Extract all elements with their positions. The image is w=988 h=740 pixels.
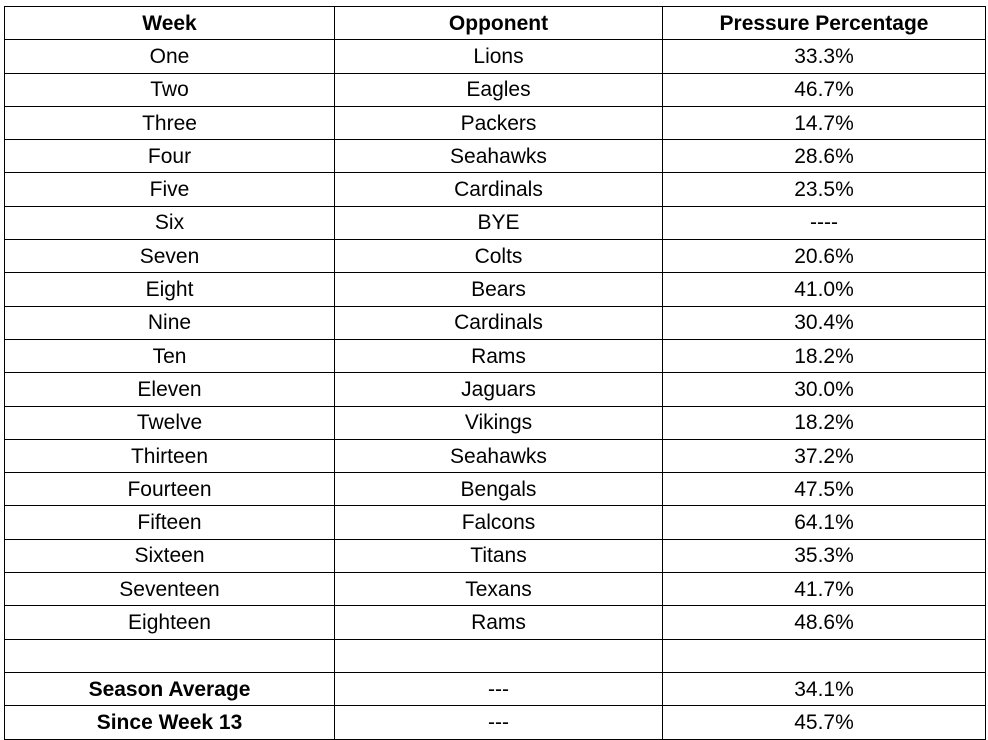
opponent-cell: Packers — [334, 105, 663, 141]
week-cell: Fourteen — [4, 472, 335, 507]
summary-label-cell: Since Week 13 — [4, 705, 335, 740]
pressure-cell: 20.6% — [662, 239, 986, 274]
pressure-cell: 33.3% — [662, 39, 986, 74]
pressure-cell: 30.0% — [662, 372, 986, 407]
table-row: Three Packers 14.7% — [4, 105, 986, 141]
pressure-cell: 47.5% — [662, 472, 986, 507]
opponent-cell: Rams — [334, 338, 663, 374]
pressure-cell: 23.5% — [662, 172, 986, 207]
pressure-cell — [662, 638, 986, 673]
week-cell: Three — [4, 105, 335, 141]
header-pressure-percentage: Pressure Percentage — [662, 5, 986, 41]
week-cell: Eighteen — [4, 605, 335, 640]
opponent-cell: Texans — [334, 572, 663, 607]
pressure-cell: 41.0% — [662, 272, 986, 307]
pressure-cell: 14.7% — [662, 105, 986, 141]
week-cell: Seven — [4, 239, 335, 274]
opponent-cell: Cardinals — [334, 172, 663, 207]
opponent-cell: Cardinals — [334, 305, 663, 340]
summary-label-cell: Season Average — [4, 671, 335, 707]
week-cell: Two — [4, 72, 335, 107]
summary-pressure-cell: 34.1% — [662, 671, 986, 707]
opponent-cell: Titans — [334, 538, 663, 574]
table-row: Seventeen Texans 41.7% — [4, 572, 986, 607]
summary-opponent-cell: --- — [334, 671, 663, 707]
week-cell: Thirteen — [4, 438, 335, 474]
table-row: Thirteen Seahawks 37.2% — [4, 438, 986, 474]
week-cell: Sixteen — [4, 538, 335, 574]
pressure-cell: 64.1% — [662, 505, 986, 540]
week-cell: Twelve — [4, 405, 335, 440]
pressure-cell: 46.7% — [662, 72, 986, 107]
pressure-cell: 37.2% — [662, 438, 986, 474]
summary-pressure-cell: 45.7% — [662, 705, 986, 740]
header-opponent: Opponent — [334, 5, 663, 41]
header-week: Week — [4, 5, 335, 41]
week-cell: Six — [4, 205, 335, 241]
pressure-cell: 18.2% — [662, 338, 986, 374]
opponent-cell: Bengals — [334, 472, 663, 507]
opponent-cell: Colts — [334, 239, 663, 274]
opponent-cell: Bears — [334, 272, 663, 307]
week-cell: Eight — [4, 272, 335, 307]
table-row: Four Seahawks 28.6% — [4, 139, 986, 174]
table-row: Eight Bears 41.0% — [4, 272, 986, 307]
table-row — [4, 638, 986, 673]
week-cell: Five — [4, 172, 335, 207]
opponent-cell: Jaguars — [334, 372, 663, 407]
table-row: Eleven Jaguars 30.0% — [4, 372, 986, 407]
table-row: Nine Cardinals 30.4% — [4, 305, 986, 340]
table-row: Fifteen Falcons 64.1% — [4, 505, 986, 540]
header-row: Week Opponent Pressure Percentage — [4, 5, 986, 41]
summary-opponent-cell: --- — [334, 705, 663, 740]
table-row: Twelve Vikings 18.2% — [4, 405, 986, 440]
week-cell: Eleven — [4, 372, 335, 407]
pressure-cell: 30.4% — [662, 305, 986, 340]
opponent-cell: Lions — [334, 39, 663, 74]
table-row: Two Eagles 46.7% — [4, 72, 986, 107]
table-row: Seven Colts 20.6% — [4, 239, 986, 274]
opponent-cell — [334, 638, 663, 673]
opponent-cell: Vikings — [334, 405, 663, 440]
week-cell — [4, 638, 335, 673]
pressure-table-sheet: Week Opponent Pressure Percentage One Lio… — [4, 5, 986, 740]
pressure-percentage-table: Week Opponent Pressure Percentage One Lio… — [4, 5, 986, 740]
opponent-cell: Eagles — [334, 72, 663, 107]
week-cell: Seventeen — [4, 572, 335, 607]
opponent-cell: Seahawks — [334, 438, 663, 474]
week-cell: Nine — [4, 305, 335, 340]
week-cell: Four — [4, 139, 335, 174]
table-row: Fourteen Bengals 47.5% — [4, 472, 986, 507]
pressure-cell: 18.2% — [662, 405, 986, 440]
week-cell: Ten — [4, 338, 335, 374]
opponent-cell: Rams — [334, 605, 663, 640]
opponent-cell: BYE — [334, 205, 663, 241]
pressure-cell: 41.7% — [662, 572, 986, 607]
summary-row: Since Week 13 --- 45.7% — [4, 705, 986, 740]
pressure-cell: 48.6% — [662, 605, 986, 640]
table-row: Eighteen Rams 48.6% — [4, 605, 986, 640]
opponent-cell: Seahawks — [334, 139, 663, 174]
table-body: One Lions 33.3% Two Eagles 46.7% Three Packers 1… — [4, 39, 986, 740]
table-row: Sixteen Titans 35.3% — [4, 538, 986, 574]
table-row: Ten Rams 18.2% — [4, 338, 986, 374]
week-cell: Fifteen — [4, 505, 335, 540]
opponent-cell: Falcons — [334, 505, 663, 540]
summary-row: Season Average --- 34.1% — [4, 671, 986, 707]
table-row: Five Cardinals 23.5% — [4, 172, 986, 207]
table-row: One Lions 33.3% — [4, 39, 986, 74]
pressure-cell: 28.6% — [662, 139, 986, 174]
week-cell: One — [4, 39, 335, 74]
table-row: Six BYE ---- — [4, 205, 986, 241]
pressure-cell: ---- — [662, 205, 986, 241]
pressure-cell: 35.3% — [662, 538, 986, 574]
